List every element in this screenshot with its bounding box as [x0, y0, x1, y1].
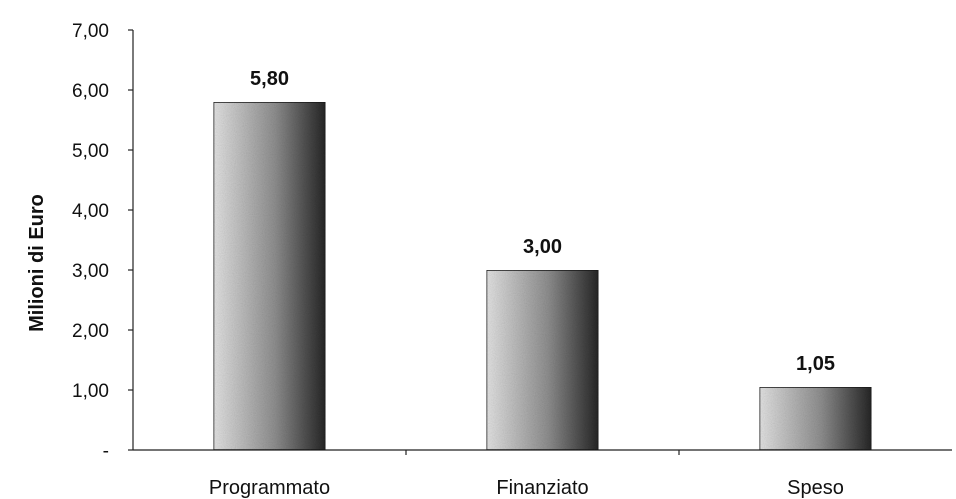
labels-group: 5,80 Programmato 3,00 Finanziato 1,05 Speso [209, 68, 844, 499]
x-category-label: Finanziato [496, 477, 588, 499]
y-tick-label: 5,00 [72, 141, 109, 162]
bar-finanziato [485, 269, 600, 451]
data-label: 3,00 [523, 236, 562, 258]
y-tick-label: 4,00 [72, 201, 109, 222]
y-tick-label: 6,00 [72, 81, 109, 102]
y-axis-title: Milioni di Euro [26, 194, 48, 332]
y-tick-label: 3,00 [72, 261, 109, 282]
y-axis: - 1,00 2,00 3,00 4,00 5,00 6,00 7,00 [72, 21, 134, 462]
bars-group [212, 101, 873, 451]
data-label: 1,05 [796, 353, 835, 375]
x-category-label: Speso [787, 477, 844, 499]
x-category-label: Programmato [209, 477, 330, 499]
y-tick-label: - [103, 441, 109, 462]
y-tick-label: 1,00 [72, 381, 109, 402]
bar-speso [758, 386, 873, 451]
y-tick-label: 7,00 [72, 21, 109, 42]
data-label: 5,80 [250, 68, 289, 90]
y-tick-label: 2,00 [72, 321, 109, 342]
bar-programmato [212, 101, 327, 451]
